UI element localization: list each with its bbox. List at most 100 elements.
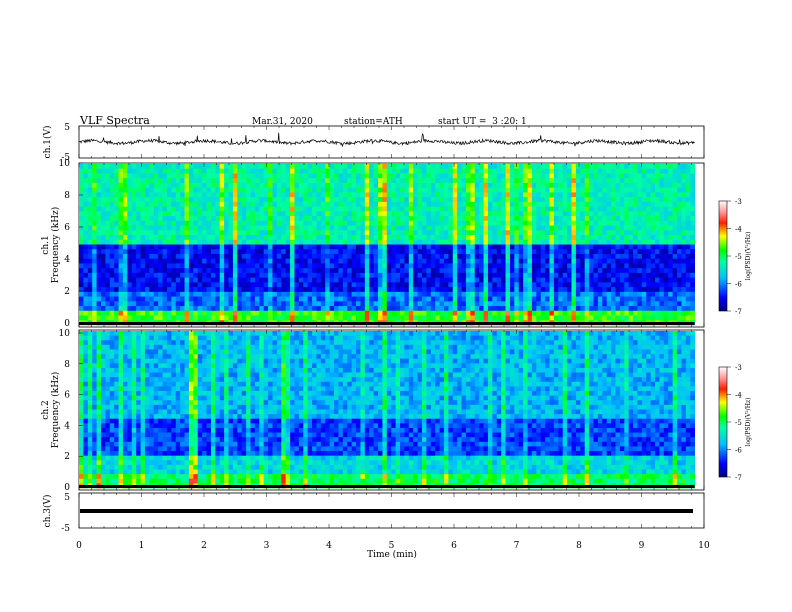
spectrogram-cell [92,235,97,241]
spectrogram-cell [303,277,309,283]
spectrogram-cell [127,253,133,260]
spectrogram-cell [659,182,665,189]
spectrogram-cell [378,268,383,274]
spectrogram-cell [650,291,656,297]
spectrogram-cell [206,306,212,312]
spectrogram-cell [606,306,612,312]
spectrogram-cell [540,272,546,279]
spectrogram-cell [171,315,177,321]
spectrogram-cell [202,168,207,174]
spectrogram-cell [386,310,392,316]
spectrogram-cell [448,164,454,170]
spectrogram-cell [681,230,687,236]
spectrogram-cell [417,164,423,170]
spectrogram-cell [338,187,344,193]
spectrogram-cell [215,291,221,297]
spectrogram-cell [386,268,392,274]
spectrogram-cell [518,277,524,283]
spectrogram-cell [474,216,480,222]
spectrogram-cell [259,206,265,212]
spectrogram-cell [241,178,247,184]
spectrogram-cell [540,164,546,170]
spectrogram-cell [470,277,476,283]
spectrogram-cell [246,282,251,288]
spectrogram-cell [356,291,361,297]
spectrogram-cell [619,282,625,288]
spectrogram-cell [672,277,678,283]
spectrogram-cell [584,277,590,283]
spectrogram-cell [487,296,493,302]
spectrogram-cell [369,235,375,241]
spectrogram-cell [413,277,418,283]
spectrogram-cell [637,168,643,174]
spectrogram-cell [294,301,300,307]
spectrogram-cell [408,220,414,226]
spectrogram-cell [435,244,440,250]
spectrogram-cell [615,206,621,212]
spectrogram-cell [641,211,647,217]
spectrogram-cell [140,296,146,302]
spectrogram-cell [492,220,498,226]
spectrogram-cell [329,182,335,189]
spectrogram-cell [421,239,427,245]
spectrogram-cell [628,225,634,231]
spectrogram-cell [162,239,168,245]
spectrogram-cell [461,211,467,217]
spectrogram-cell [202,301,207,307]
spectrogram-cell [83,201,89,208]
spectrogram-cell [584,192,590,198]
spectrogram-cell [232,182,238,189]
spectrogram-cell [105,253,111,260]
spectrogram-cell [611,225,616,231]
spectrogram-cell [549,258,555,264]
spectrogram-cell [237,249,243,255]
spectrogram-cell [241,301,247,307]
spectrogram-cell [241,272,247,279]
spectrogram-cell [681,173,687,179]
spectrogram-cell [298,258,304,264]
spectrogram-cell [426,287,432,293]
frequency-tick-0: 0 [64,319,70,329]
spectrogram-cell [140,178,146,184]
spectrogram-cell [329,164,335,170]
spectrogram-cell [501,168,506,174]
spectrogram-cell [364,192,370,198]
spectrogram-cell [254,301,260,307]
spectrogram-cell [518,287,524,293]
spectrogram-cell [391,239,397,245]
spectrogram-cell [593,225,599,231]
spectrogram-cell [193,230,199,236]
spectrogram-cell [127,287,133,293]
spectrogram-cell [382,182,388,189]
spectrogram-cell [650,168,656,174]
spectrogram-cell [580,277,586,283]
spectrogram-cell [549,197,555,203]
spectrogram-cell [567,263,572,269]
spectrogram-cell [285,282,291,288]
spectrogram-cell [312,211,317,217]
spectrogram-cell [685,253,691,260]
spectrogram-cell [210,301,216,307]
spectrogram-cell [263,239,269,245]
spectrogram-cell [628,263,634,269]
spectrogram-cell [386,164,392,170]
spectrogram-cell [514,168,520,174]
spectrogram-cell [122,173,128,179]
spectrogram-cell [241,168,247,174]
spectrogram-cell [650,201,656,208]
spectrogram-cell [290,272,295,279]
spectrogram-cell [378,301,383,307]
spectrogram-cell [435,249,440,255]
spectrogram-cell [100,272,106,279]
spectrogram-cell [118,282,124,288]
spectrogram-cell [109,230,115,236]
spectrogram-cell [281,244,287,250]
spectrogram-cell [435,272,440,279]
spectrogram-cell [435,239,440,245]
spectrogram-cell [531,211,537,217]
spectrogram-cell [342,211,348,217]
spectrogram-cell [439,201,445,208]
spectrogram-cell [351,310,357,316]
spectrogram-cell [404,220,410,226]
spectrogram-cell [580,291,586,297]
